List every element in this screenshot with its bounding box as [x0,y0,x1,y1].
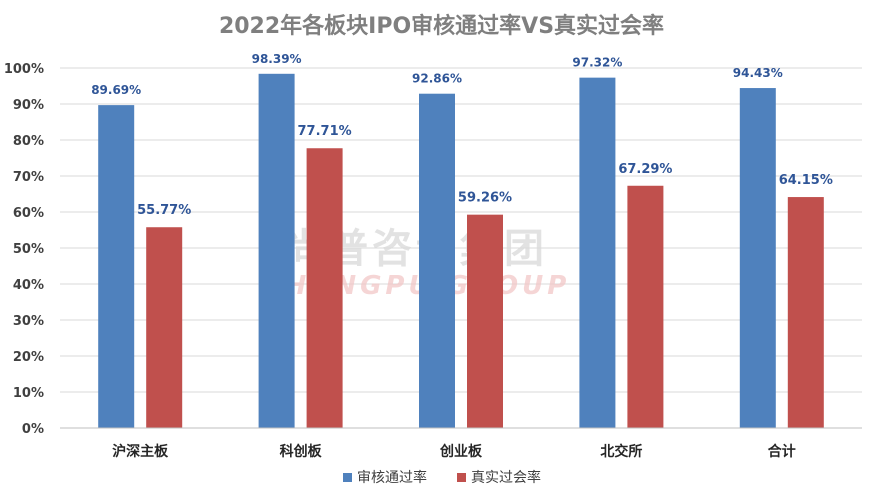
y-tick-label: 100% [4,62,44,77]
bars [98,73,824,429]
y-axis-ticks: 0% 10% 20% 30% 40% 50% 60% 70% 80% 90% 100% [4,62,44,437]
legend-label: 审核通过率 [357,469,427,486]
y-tick-label: 80% [13,134,44,149]
chart-title: 2022年各板块IPO审核通过率VS真实过会率 [219,13,664,39]
data-label: 89.69% [91,83,141,97]
y-tick-label: 10% [13,386,44,401]
y-tick-label: 60% [13,206,44,221]
bar-approval-1 [98,105,135,428]
bar-approval-2 [258,73,295,429]
bar-approval-5 [739,88,776,428]
data-label: 77.71% [298,124,352,139]
gridlines [60,67,862,393]
y-tick-label: 0% [22,422,44,437]
legend-swatch [343,473,352,482]
bar-actual-5 [787,197,824,428]
data-label: 97.32% [572,56,622,70]
legend-label: 真实过会率 [471,469,541,486]
data-label: 98.39% [252,52,302,66]
x-axis-categories: 沪深主板 科创板 创业板 北交所 合计 [112,443,796,460]
data-label: 64.15% [779,173,833,188]
data-label: 94.43% [733,66,783,80]
bar-actual-1 [146,227,183,428]
data-label: 92.86% [412,72,462,86]
y-tick-label: 30% [13,314,44,329]
bar-actual-3 [467,214,503,428]
data-label: 55.77% [137,203,191,218]
legend: 审核通过率 真实过会率 [343,469,541,486]
data-label: 59.26% [458,191,512,206]
x-category-label: 沪深主板 [112,443,169,460]
bar-actual-2 [306,148,343,428]
bar-actual-4 [627,185,664,428]
y-tick-label: 50% [13,242,44,257]
y-tick-label: 40% [13,278,44,293]
y-tick-label: 20% [13,350,44,365]
x-category-label: 合计 [768,443,796,460]
data-labels: 89.69% 55.77% 98.39% 77.71% 92.86% 59.26% 97.3… [91,52,833,218]
y-tick-label: 70% [13,170,44,185]
data-label: 67.29% [618,162,672,177]
legend-swatch [457,473,466,482]
x-category-label: 北交所 [600,443,642,460]
y-tick-label: 90% [13,98,44,113]
bar-approval-3 [419,93,455,428]
x-category-label: 创业板 [439,443,483,460]
bar-approval-4 [579,77,616,428]
x-category-label: 科创板 [280,443,323,460]
